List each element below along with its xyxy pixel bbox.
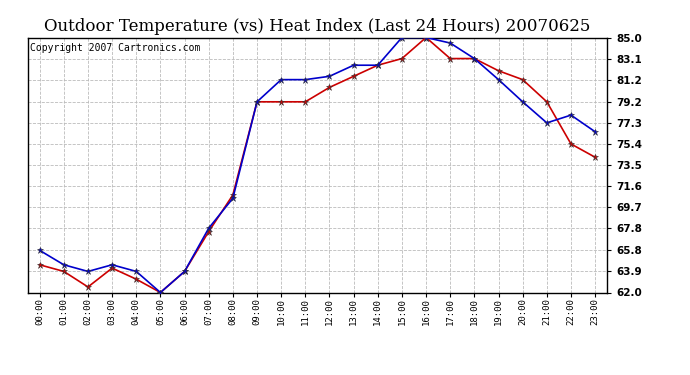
Title: Outdoor Temperature (vs) Heat Index (Last 24 Hours) 20070625: Outdoor Temperature (vs) Heat Index (Las…: [44, 18, 591, 34]
Text: Copyright 2007 Cartronics.com: Copyright 2007 Cartronics.com: [30, 43, 201, 52]
